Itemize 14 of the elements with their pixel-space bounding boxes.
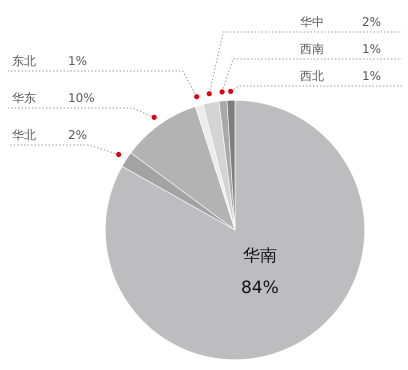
slice-label: 西南 — [300, 42, 324, 56]
data-label: 84% — [240, 278, 279, 298]
data-label: 1% — [362, 42, 382, 56]
data-label: 2% — [362, 15, 382, 29]
slice-label: 西北 — [300, 69, 324, 83]
data-label: 1% — [362, 69, 382, 83]
slice-label: 东北 — [12, 54, 36, 68]
slice-label: 华南 — [242, 246, 277, 266]
data-label: 1% — [68, 54, 88, 68]
slice-label: 华中 — [300, 15, 324, 29]
slice-label: 华东 — [12, 91, 36, 105]
data-label: 10% — [68, 91, 95, 105]
data-label: 2% — [68, 128, 88, 142]
slice-label: 华北 — [12, 128, 36, 142]
